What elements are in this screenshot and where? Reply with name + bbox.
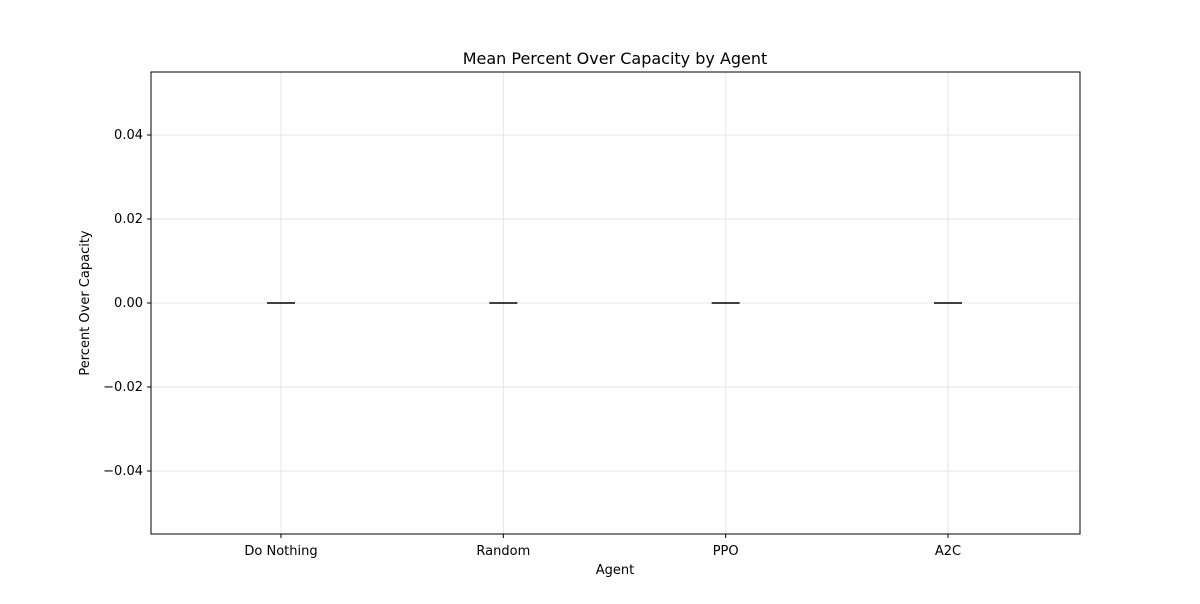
y-tick-label: −0.02 bbox=[103, 380, 143, 395]
x-axis-label: Agent bbox=[596, 563, 634, 578]
y-tick-label: −0.04 bbox=[103, 464, 143, 479]
x-tick-label: Random bbox=[476, 544, 530, 559]
y-axis-ticks: −0.04 −0.02 0.00 0.02 0.04 bbox=[103, 128, 151, 479]
y-tick-label: 0.04 bbox=[114, 128, 143, 143]
y-tick-label: 0.02 bbox=[114, 212, 143, 227]
y-tick-label: 0.00 bbox=[114, 296, 143, 311]
chart-title: Mean Percent Over Capacity by Agent bbox=[463, 49, 768, 68]
y-axis-label: Percent Over Capacity bbox=[78, 230, 93, 376]
x-tick-label: A2C bbox=[935, 544, 961, 559]
x-tick-label: Do Nothing bbox=[244, 544, 317, 559]
x-axis-ticks: Do Nothing Random PPO A2C bbox=[244, 534, 961, 559]
x-tick-label: PPO bbox=[713, 544, 739, 559]
